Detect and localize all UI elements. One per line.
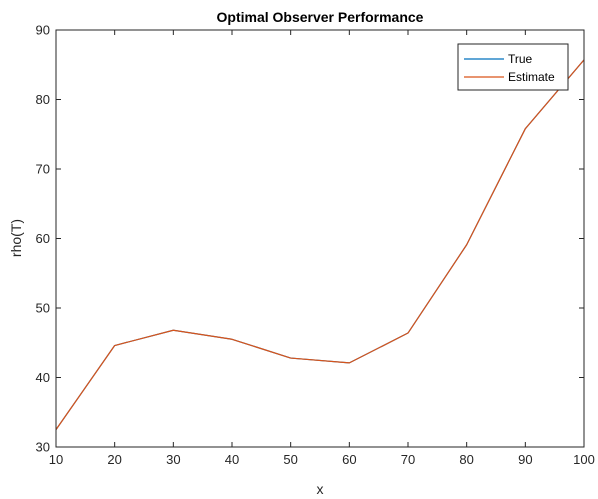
x-tick-label: 40 — [225, 452, 239, 467]
y-tick-label: 60 — [36, 231, 50, 246]
x-tick-label: 20 — [107, 452, 121, 467]
series-line-estimate — [55, 59, 585, 430]
chart-title: Optimal Observer Performance — [217, 9, 424, 25]
x-tick-label: 90 — [518, 452, 532, 467]
legend-label-true: True — [508, 52, 533, 66]
y-tick-label: 40 — [36, 370, 50, 385]
y-tick-label: 30 — [36, 440, 50, 455]
legend-box — [457, 43, 569, 91]
y-tick-label: 80 — [36, 92, 50, 107]
x-tick-label: 70 — [401, 452, 415, 467]
x-tick-label: 100 — [573, 452, 595, 467]
y-tick-label: 70 — [36, 162, 50, 177]
x-tick-label: 10 — [49, 452, 63, 467]
x-axis-label: x — [317, 481, 324, 497]
y-tick-label: 50 — [36, 301, 50, 316]
y-axis-label: rho(T) — [8, 219, 24, 257]
x-tick-label: 30 — [166, 452, 180, 467]
plot-area — [56, 30, 584, 447]
series-layer — [55, 59, 585, 430]
legend: True Estimate — [457, 43, 569, 91]
x-tick-label: 50 — [283, 452, 297, 467]
x-tick-label: 80 — [459, 452, 473, 467]
legend-label-estimate: Estimate — [508, 70, 555, 84]
y-tick-label: 90 — [36, 23, 50, 38]
ticks-layer: 10 20 30 40 50 60 70 80 90 100 30 40 50 60 70 80 90 — [36, 23, 595, 468]
x-tick-label: 60 — [342, 452, 356, 467]
